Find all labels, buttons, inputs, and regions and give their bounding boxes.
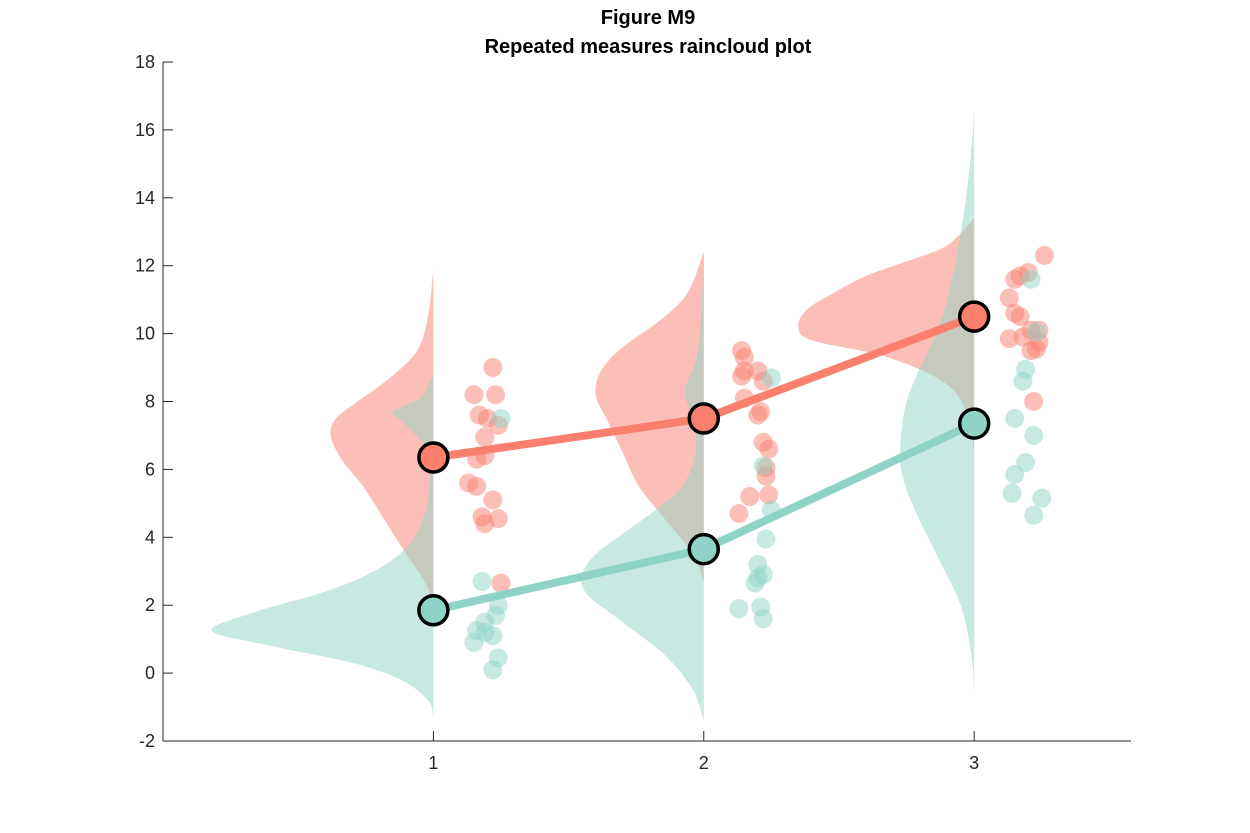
data-point-series-1-group-1-11 [467, 476, 487, 496]
data-point-series-1-group-1-12 [483, 490, 503, 510]
mean-marker-series-2-group-2 [687, 532, 721, 566]
data-point-series-2-group-2-2 [753, 456, 773, 476]
y-tick-label: 14 [135, 188, 155, 208]
density-series-2-group-3 [900, 109, 975, 694]
data-point-series-1-group-2-5 [732, 366, 752, 386]
y-tick-label: 4 [145, 527, 155, 547]
y-tick-label: 12 [135, 256, 155, 276]
data-point-series-2-group-1-1 [491, 408, 511, 428]
y-tick-label: 0 [145, 663, 155, 683]
y-tick-label: 16 [135, 120, 155, 140]
data-point-series-2-group-1-2 [472, 571, 492, 591]
data-point-series-2-group-3-10 [1002, 483, 1022, 503]
y-tick-label: 10 [135, 324, 155, 344]
data-point-series-2-group-2-9 [729, 599, 749, 619]
data-point-series-1-group-2-16 [729, 504, 749, 524]
data-point-series-2-group-1-11 [483, 660, 503, 680]
data-point-series-1-group-3-7 [1010, 307, 1030, 327]
mean-marker-series-2-group-1 [417, 594, 450, 627]
data-point-series-2-group-2-11 [753, 609, 773, 629]
data-point-series-2-group-1-5 [486, 605, 506, 625]
data-point-series-1-group-1-7 [475, 427, 495, 447]
data-point-series-1-group-2-2 [734, 347, 754, 367]
data-point-series-2-group-1-9 [464, 633, 484, 653]
data-point-series-1-group-2-14 [759, 485, 779, 505]
data-point-series-2-group-3-4 [1013, 371, 1033, 391]
y-tick-label: 2 [145, 595, 155, 615]
data-point-series-1-group-1-15 [475, 514, 495, 534]
points-layer [459, 246, 1054, 680]
data-point-series-1-group-2-15 [740, 487, 760, 507]
y-tick-label: 8 [145, 392, 155, 412]
data-point-series-2-group-3-8 [1005, 464, 1025, 484]
x-tick-label: 1 [428, 753, 438, 773]
density-series-1-group-1 [330, 269, 434, 619]
chart-title: Figure M9 [601, 7, 695, 29]
data-point-series-1-group-1-1 [464, 385, 484, 405]
density-series-2-group-1 [211, 374, 434, 718]
y-tick-label: -2 [139, 731, 155, 751]
chart-subtitle: Repeated measures raincloud plot [485, 36, 812, 58]
data-point-series-1-group-3-14 [1026, 339, 1046, 359]
data-point-series-2-group-3-1 [1021, 269, 1041, 289]
data-point-series-2-group-3-9 [1032, 488, 1052, 508]
data-point-series-1-group-1-16 [491, 573, 511, 593]
data-point-series-2-group-2-1 [761, 368, 781, 388]
data-point-series-2-group-3-11 [1024, 505, 1044, 525]
data-point-series-2-group-3-6 [1024, 425, 1044, 445]
data-point-series-1-group-3-5 [999, 288, 1019, 308]
data-point-series-1-group-3-15 [1024, 392, 1044, 411]
data-point-series-1-group-1-3 [486, 385, 506, 405]
density-series-2-group-2 [581, 248, 704, 721]
mean-marker-series-1-group-2 [687, 402, 721, 435]
data-point-series-2-group-2-4 [756, 529, 776, 549]
y-tick-label: 18 [135, 52, 155, 72]
density-layer [211, 109, 975, 721]
density-series-1-group-3 [798, 218, 975, 453]
data-point-series-1-group-2-11 [759, 439, 779, 459]
data-point-series-1-group-2-9 [748, 405, 768, 425]
data-point-series-1-group-3-1 [1034, 246, 1054, 266]
data-point-series-1-group-3-4 [1005, 269, 1025, 289]
mean-marker-series-1-group-1 [417, 441, 450, 474]
data-point-series-2-group-3-5 [1005, 408, 1025, 428]
data-point-series-1-group-1-2 [483, 358, 503, 378]
y-tick-label: 6 [145, 459, 155, 479]
data-point-series-1-group-3-11 [999, 329, 1019, 349]
mean-marker-series-2-group-3 [957, 407, 991, 440]
x-tick-label: 3 [969, 753, 979, 773]
means-layer [417, 300, 991, 627]
data-point-series-2-group-2-8 [745, 573, 765, 593]
x-tick-label: 2 [699, 753, 709, 773]
data-point-series-2-group-3-2 [1026, 322, 1046, 342]
mean-marker-series-1-group-3 [957, 300, 991, 333]
